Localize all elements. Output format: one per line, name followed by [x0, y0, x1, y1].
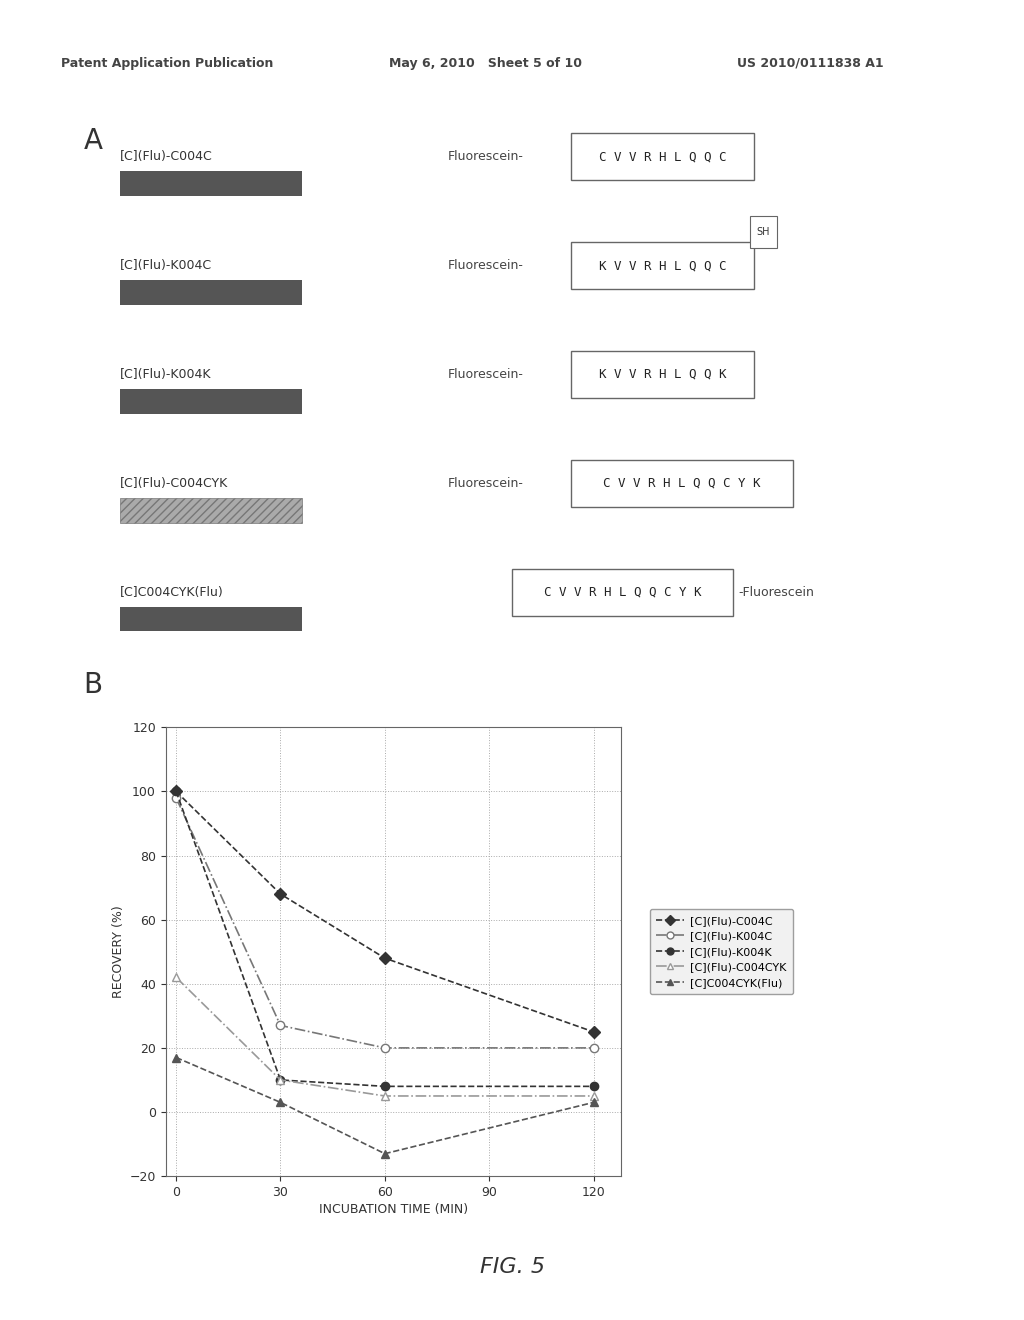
Text: Fluorescein-: Fluorescein-: [449, 150, 524, 164]
Bar: [120, 607, 302, 631]
Text: US 2010/0111838 A1: US 2010/0111838 A1: [737, 57, 884, 70]
Text: Patent Application Publication: Patent Application Publication: [61, 57, 273, 70]
Text: K V V R H L Q Q K: K V V R H L Q Q K: [599, 368, 727, 381]
Bar: [571, 459, 793, 507]
Text: FIG. 5: FIG. 5: [479, 1257, 545, 1278]
Text: A: A: [84, 127, 102, 154]
Text: C V V R H L Q Q C Y K: C V V R H L Q Q C Y K: [544, 586, 701, 598]
Text: [C]C004CYK(Flu): [C]C004CYK(Flu): [120, 586, 224, 598]
Text: [C](Flu)-K004K: [C](Flu)-K004K: [120, 368, 212, 381]
Bar: [120, 280, 302, 305]
Bar: [512, 569, 733, 615]
Text: May 6, 2010   Sheet 5 of 10: May 6, 2010 Sheet 5 of 10: [389, 57, 582, 70]
Bar: [571, 351, 755, 399]
Text: K V V R H L Q Q C: K V V R H L Q Q C: [599, 259, 727, 272]
Text: Fluorescein-: Fluorescein-: [449, 477, 524, 490]
Y-axis label: RECOVERY (%): RECOVERY (%): [113, 906, 125, 998]
Text: [C](Flu)-C004CYK: [C](Flu)-C004CYK: [120, 477, 228, 490]
Text: B: B: [84, 671, 102, 700]
Text: [C](Flu)-C004C: [C](Flu)-C004C: [120, 150, 213, 164]
Bar: [750, 216, 777, 248]
Bar: [120, 498, 302, 523]
Legend: [C](Flu)-C004C, [C](Flu)-K004C, [C](Flu)-K004K, [C](Flu)-C004CYK, [C]C004CYK(Flu: [C](Flu)-C004C, [C](Flu)-K004C, [C](Flu)…: [649, 909, 793, 994]
Bar: [571, 133, 755, 181]
Bar: [120, 172, 302, 197]
Text: SH: SH: [757, 227, 770, 238]
Text: -Fluorescein: -Fluorescein: [738, 586, 814, 598]
Text: C V V R H L Q Q C Y K: C V V R H L Q Q C Y K: [603, 477, 761, 490]
Bar: [120, 389, 302, 413]
X-axis label: INCUBATION TIME (MIN): INCUBATION TIME (MIN): [318, 1203, 468, 1216]
Text: Fluorescein-: Fluorescein-: [449, 259, 524, 272]
Text: [C](Flu)-K004C: [C](Flu)-K004C: [120, 259, 212, 272]
Text: Fluorescein-: Fluorescein-: [449, 368, 524, 381]
Text: C V V R H L Q Q C: C V V R H L Q Q C: [599, 150, 727, 164]
Bar: [571, 242, 755, 289]
